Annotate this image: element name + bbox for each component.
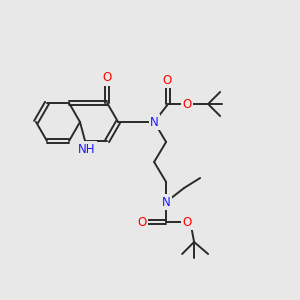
Text: O: O <box>182 215 192 229</box>
Text: N: N <box>150 116 158 128</box>
Text: O: O <box>103 71 112 84</box>
Text: N: N <box>162 196 170 208</box>
Text: NH: NH <box>78 142 96 156</box>
Text: O: O <box>182 98 192 110</box>
Text: O: O <box>163 74 172 86</box>
Text: O: O <box>137 215 147 229</box>
